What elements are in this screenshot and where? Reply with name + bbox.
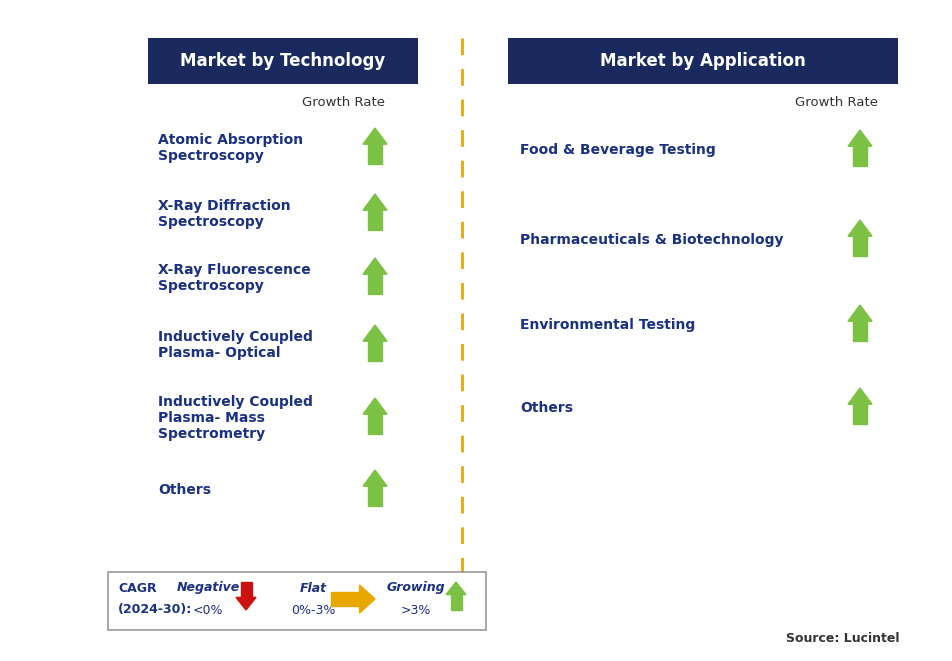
Polygon shape [363,258,387,274]
Polygon shape [368,341,382,361]
Polygon shape [363,128,387,144]
Text: Source: Lucintel: Source: Lucintel [786,631,900,644]
Text: Plasma- Mass: Plasma- Mass [158,411,265,425]
Text: Pharmaceuticals & Biotechnology: Pharmaceuticals & Biotechnology [520,233,783,247]
Polygon shape [368,274,382,294]
Text: Spectroscopy: Spectroscopy [158,149,264,163]
Polygon shape [331,592,360,606]
Text: 0%-3%: 0%-3% [290,603,335,617]
Text: Atomic Absorption: Atomic Absorption [158,133,303,147]
Text: Spectroscopy: Spectroscopy [158,215,264,229]
Polygon shape [446,582,466,595]
Polygon shape [853,321,866,341]
Text: Market by Application: Market by Application [600,52,806,70]
Text: X-Ray Diffraction: X-Ray Diffraction [158,199,290,213]
Polygon shape [236,598,256,610]
Polygon shape [241,582,251,598]
Text: Market by Technology: Market by Technology [180,52,386,70]
Text: <0%: <0% [192,603,224,617]
Text: Flat: Flat [300,582,327,594]
Bar [108,572,486,630]
Text: Spectroscopy: Spectroscopy [158,279,264,293]
FancyBboxPatch shape [508,38,898,84]
Polygon shape [848,305,872,321]
Polygon shape [848,220,872,236]
Text: Growth Rate: Growth Rate [795,97,878,110]
Text: (2024-30):: (2024-30): [118,603,192,617]
Polygon shape [848,388,872,404]
Polygon shape [363,398,387,414]
Text: Food & Beverage Testing: Food & Beverage Testing [520,143,716,157]
Polygon shape [853,146,866,166]
Polygon shape [853,404,866,424]
Polygon shape [450,595,462,610]
Polygon shape [363,470,387,486]
Text: CAGR: CAGR [118,582,157,594]
Text: Environmental Testing: Environmental Testing [520,318,695,332]
Polygon shape [853,236,866,256]
Polygon shape [368,486,382,506]
Polygon shape [368,210,382,230]
Text: Others: Others [520,401,573,415]
Text: Others: Others [158,483,211,497]
Text: Inductively Coupled: Inductively Coupled [158,395,313,409]
Text: Growth Rate: Growth Rate [302,97,385,110]
Polygon shape [363,325,387,341]
FancyBboxPatch shape [148,38,418,84]
Text: Growing: Growing [387,582,446,594]
Text: Negative: Negative [176,582,240,594]
Polygon shape [368,144,382,164]
Polygon shape [368,414,382,434]
Polygon shape [363,194,387,210]
Text: X-Ray Fluorescence: X-Ray Fluorescence [158,263,310,277]
Text: >3%: >3% [401,603,431,617]
Text: Plasma- Optical: Plasma- Optical [158,346,281,360]
Text: Spectrometry: Spectrometry [158,427,265,441]
Polygon shape [848,130,872,146]
Polygon shape [360,585,375,613]
Text: Inductively Coupled: Inductively Coupled [158,330,313,344]
